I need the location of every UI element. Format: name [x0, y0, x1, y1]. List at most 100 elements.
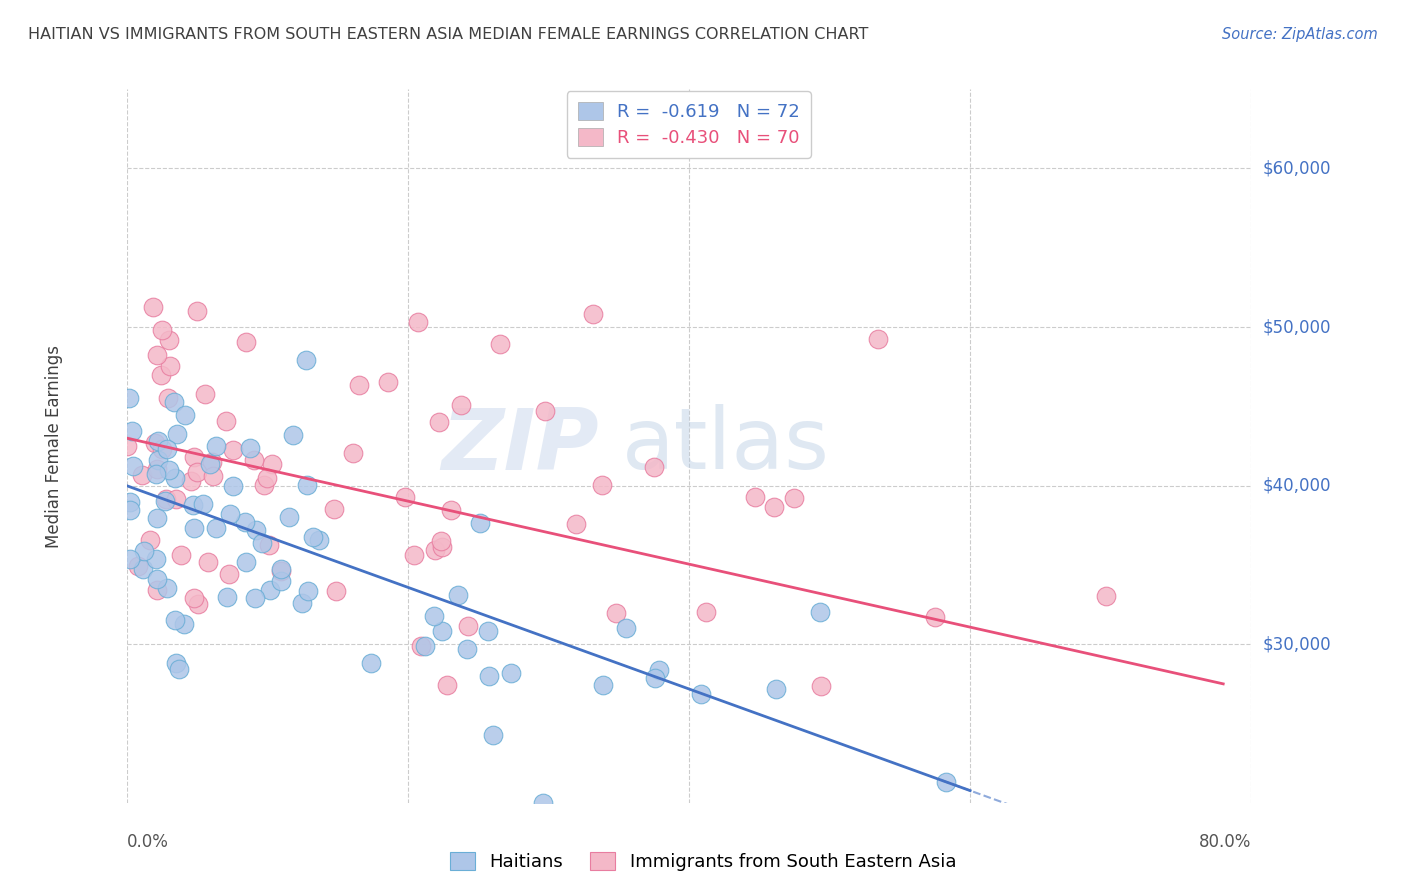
Point [457, 618, 479, 632]
Point [187, 597, 209, 611]
Point [205, 521, 228, 535]
Point [165, 492, 187, 507]
Point [564, 517, 586, 532]
Point [297, 583, 319, 598]
Point [163, 613, 186, 627]
Text: HAITIAN VS IMMIGRANTS FROM SOUTH EASTERN ASIA MEDIAN FEMALE EARNINGS CORRELATION: HAITIAN VS IMMIGRANTS FROM SOUTH EASTERN… [28, 27, 869, 42]
Point [163, 394, 186, 409]
Point [690, 687, 713, 701]
Legend: R =  -0.619   N = 72, R =  -0.430   N = 70: R = -0.619 N = 72, R = -0.430 N = 70 [567, 91, 811, 158]
Text: 80.0%: 80.0% [1199, 833, 1251, 851]
Point [253, 478, 276, 492]
Point [592, 678, 614, 692]
Point [450, 399, 472, 413]
Point [120, 495, 142, 509]
Point [243, 453, 266, 467]
Point [146, 348, 169, 362]
Point [131, 467, 153, 482]
Point [695, 605, 717, 619]
Point [245, 524, 267, 538]
Point [186, 303, 208, 318]
Point [173, 617, 195, 632]
Point [155, 492, 177, 507]
Point [360, 656, 382, 670]
Point [427, 415, 450, 429]
Point [148, 434, 170, 448]
Text: Source: ZipAtlas.com: Source: ZipAtlas.com [1222, 27, 1378, 42]
Text: $60,000: $60,000 [1263, 160, 1331, 178]
Point [134, 544, 156, 558]
Point [477, 624, 499, 638]
Point [183, 591, 205, 606]
Point [260, 457, 283, 471]
Point [120, 552, 142, 566]
Point [423, 608, 446, 623]
Point [252, 536, 274, 550]
Point [222, 443, 245, 458]
Point [325, 584, 347, 599]
Point [295, 353, 318, 368]
Point [643, 460, 665, 475]
Point [301, 530, 323, 544]
Point [193, 497, 215, 511]
Text: ZIP: ZIP [441, 404, 599, 488]
Point [194, 386, 217, 401]
Point [174, 408, 197, 422]
Point [217, 591, 239, 605]
Point [291, 596, 314, 610]
Point [440, 503, 463, 517]
Point [156, 582, 179, 596]
Point [436, 678, 458, 692]
Point [394, 490, 416, 504]
Point [197, 555, 219, 569]
Point [118, 502, 141, 516]
Point [429, 534, 451, 549]
Point [648, 663, 671, 677]
Point [127, 559, 149, 574]
Point [118, 391, 141, 405]
Point [810, 679, 832, 693]
Point [377, 375, 399, 389]
Legend: Haitians, Immigrants from South Eastern Asia: Haitians, Immigrants from South Eastern … [443, 845, 963, 879]
Point [201, 455, 224, 469]
Point [270, 562, 292, 576]
Point [531, 796, 554, 810]
Point [308, 533, 330, 548]
Point [256, 470, 278, 484]
Point [142, 300, 165, 314]
Point [432, 540, 454, 554]
Point [200, 458, 222, 472]
Point [744, 490, 766, 504]
Point [150, 442, 173, 456]
Point [145, 572, 167, 586]
Point [235, 555, 257, 569]
Point [295, 478, 318, 492]
Point [169, 548, 191, 562]
Point [582, 307, 605, 321]
Point [239, 442, 262, 456]
Point [122, 458, 145, 473]
Point [143, 435, 166, 450]
Point [281, 427, 304, 442]
Point [605, 607, 627, 621]
Text: Median Female Earnings: Median Female Earnings [45, 344, 63, 548]
Point [150, 323, 173, 337]
Point [139, 533, 162, 547]
Point [145, 511, 167, 525]
Point [202, 469, 225, 483]
Point [614, 621, 637, 635]
Point [146, 453, 169, 467]
Point [278, 510, 301, 524]
Point [157, 333, 180, 347]
Point [235, 515, 257, 529]
Point [259, 583, 281, 598]
Text: atlas: atlas [621, 404, 830, 488]
Point [488, 337, 510, 351]
Point [347, 378, 370, 392]
Point [218, 566, 240, 581]
Point [204, 439, 226, 453]
Point [1094, 589, 1116, 603]
Point [763, 500, 786, 515]
Point [591, 478, 613, 492]
Point [132, 562, 155, 576]
